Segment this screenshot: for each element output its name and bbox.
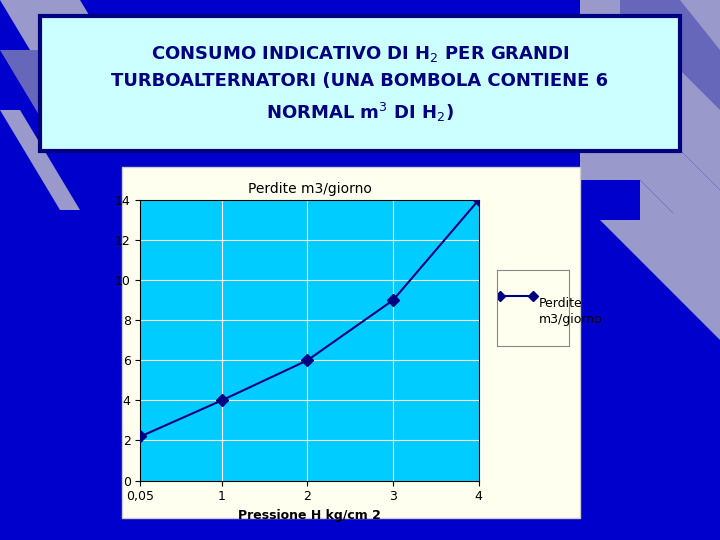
- Polygon shape: [0, 110, 80, 210]
- Polygon shape: [0, 50, 100, 150]
- Polygon shape: [620, 0, 720, 110]
- Polygon shape: [580, 110, 720, 260]
- Polygon shape: [600, 180, 720, 340]
- Text: Perdite
m3/giorno: Perdite m3/giorno: [539, 297, 603, 326]
- Polygon shape: [580, 0, 720, 190]
- Polygon shape: [660, 200, 720, 300]
- Title: Perdite m3/giorno: Perdite m3/giorno: [248, 182, 372, 196]
- Polygon shape: [0, 0, 140, 100]
- X-axis label: Pressione H kg/cm 2: Pressione H kg/cm 2: [238, 509, 381, 522]
- Text: CONSUMO INDICATIVO DI H$_2$ PER GRANDI
TURBOALTERNATORI (UNA BOMBOLA CONTIENE 6
: CONSUMO INDICATIVO DI H$_2$ PER GRANDI T…: [112, 44, 608, 124]
